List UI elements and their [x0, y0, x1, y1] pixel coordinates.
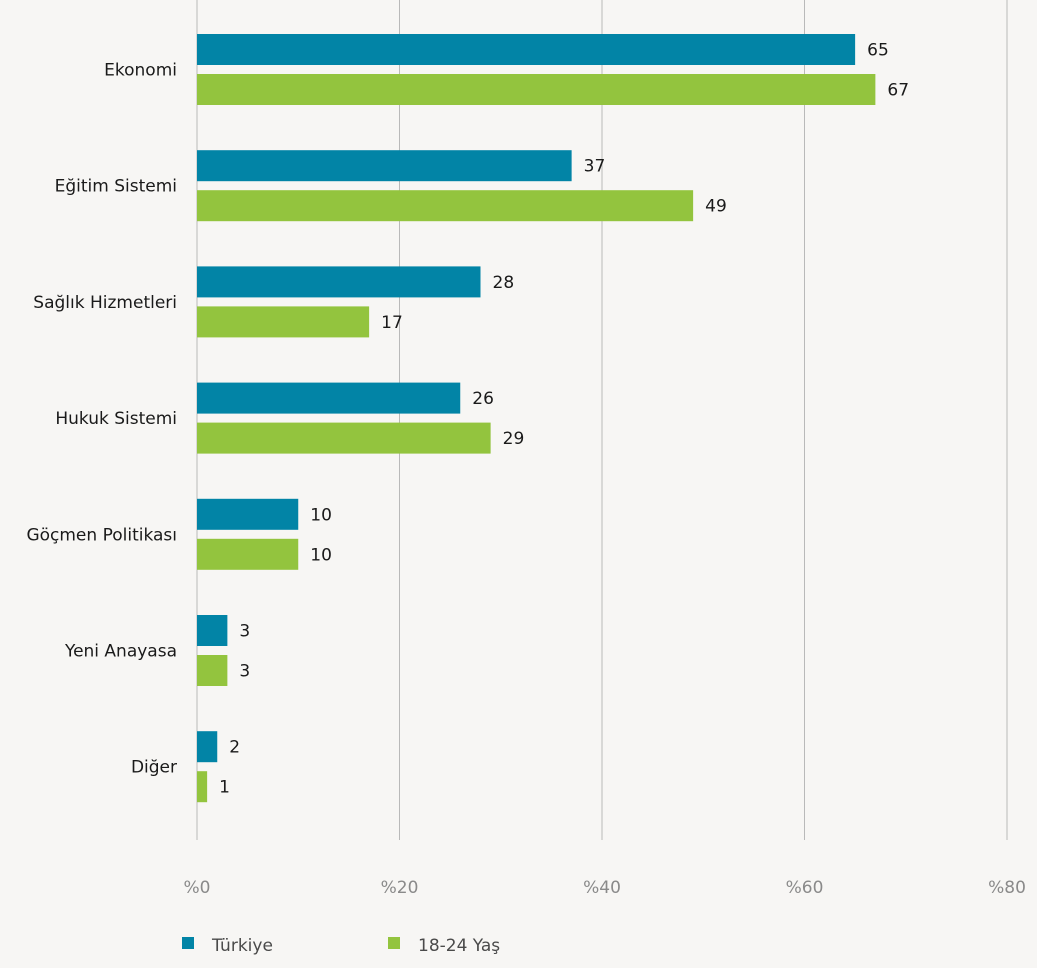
bar-yas-18-24 — [197, 538, 299, 570]
data-label: 10 — [310, 505, 332, 525]
category-label: Hukuk Sistemi — [55, 409, 177, 429]
category-label: Diğer — [131, 758, 177, 778]
bar-turkiye — [197, 498, 299, 530]
data-label: 26 — [472, 389, 494, 409]
data-label: 3 — [239, 662, 250, 682]
x-tick-label: %20 — [381, 878, 419, 898]
bar-yas-18-24 — [197, 655, 228, 686]
data-label: 65 — [867, 41, 889, 61]
bar-turkiye — [197, 731, 218, 763]
category-label: Ekonomi — [104, 61, 177, 81]
legend: Türkiye 18-24 Yaş — [182, 936, 500, 956]
category-labels: Ekonomi Eğitim Sistemi Sağlık Hizmetleri Hu… — [26, 61, 177, 778]
bar-yas-18-24 — [197, 74, 876, 105]
grid-lines — [196, 0, 1008, 840]
legend-swatch — [182, 937, 194, 949]
data-label: 3 — [239, 622, 250, 642]
data-label: 37 — [584, 157, 606, 177]
data-label: 1 — [219, 778, 230, 798]
category-label: Sağlık Hizmetleri — [33, 293, 177, 313]
x-tick-label: %0 — [184, 878, 211, 898]
bar-yas-18-24 — [197, 422, 491, 454]
bar-yas-18-24 — [197, 306, 370, 338]
bar-turkiye — [197, 615, 228, 646]
legend-label: Türkiye — [211, 936, 273, 956]
data-label: 28 — [493, 273, 515, 293]
bar-yas-18-24 — [197, 190, 694, 222]
category-label: Yeni Anayasa — [64, 642, 177, 662]
data-label: 17 — [381, 313, 403, 333]
x-axis-ticks: %0 %20 %40 %60 %80 — [184, 878, 1026, 898]
bar-turkiye — [197, 266, 481, 298]
bars — [197, 34, 876, 803]
legend-swatch — [388, 937, 400, 949]
bar-turkiye — [197, 34, 856, 65]
x-tick-label: %60 — [786, 878, 824, 898]
value-labels: 65 67 37 49 28 17 26 29 10 10 3 3 2 1 — [219, 41, 909, 798]
data-label: 10 — [310, 545, 332, 565]
data-label: 29 — [503, 429, 525, 449]
category-label: Göçmen Politikası — [26, 525, 177, 545]
category-label: Eğitim Sistemi — [55, 177, 177, 197]
data-label: 2 — [229, 738, 240, 758]
bar-turkiye — [197, 382, 461, 414]
x-tick-label: %40 — [583, 878, 621, 898]
bar-yas-18-24 — [197, 771, 208, 803]
data-label: 49 — [705, 197, 727, 217]
bar-turkiye — [197, 150, 572, 182]
legend-label: 18-24 Yaş — [418, 936, 500, 956]
x-tick-label: %80 — [988, 878, 1026, 898]
data-label: 67 — [887, 81, 909, 101]
